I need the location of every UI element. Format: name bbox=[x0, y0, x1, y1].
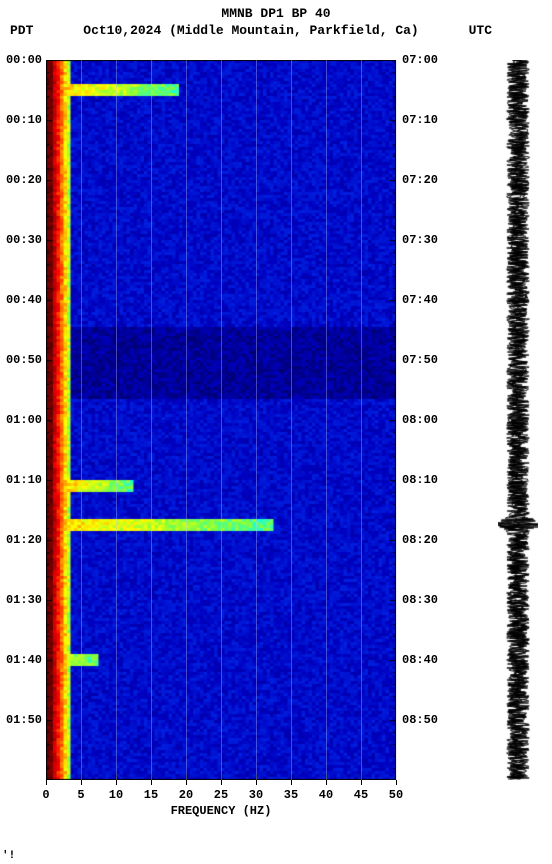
xtick-mark bbox=[326, 780, 327, 785]
xtick-label: 40 bbox=[319, 788, 333, 802]
xtick-mark bbox=[116, 780, 117, 785]
xtick-label: 25 bbox=[214, 788, 228, 802]
xtick-label: 50 bbox=[389, 788, 403, 802]
ytick-left: 00:50 bbox=[0, 353, 46, 367]
xtick-label: 10 bbox=[109, 788, 123, 802]
xtick-label: 35 bbox=[284, 788, 298, 802]
gridline-v bbox=[291, 60, 292, 780]
x-axis-label: FREQUENCY (HZ) bbox=[46, 804, 396, 818]
right-tz: UTC bbox=[469, 23, 492, 38]
ytick-right: 08:30 bbox=[396, 593, 446, 607]
seismogram-canvas bbox=[498, 60, 538, 780]
ytick-left: 00:20 bbox=[0, 173, 46, 187]
gridline-v bbox=[81, 60, 82, 780]
gridline-v bbox=[186, 60, 187, 780]
header-row: PDT Oct10,2024 (Middle Mountain, Parkfie… bbox=[0, 21, 552, 40]
xtick-mark bbox=[151, 780, 152, 785]
chart-title: MMNB DP1 BP 40 bbox=[221, 6, 330, 21]
ytick-right: 08:00 bbox=[396, 413, 446, 427]
xtick-mark bbox=[46, 780, 47, 785]
y-axis-left: 00:0000:1000:2000:3000:4000:5001:0001:10… bbox=[0, 60, 46, 780]
ytick-right: 07:00 bbox=[396, 53, 446, 67]
ytick-left: 01:30 bbox=[0, 593, 46, 607]
xtick-label: 30 bbox=[249, 788, 263, 802]
gridline-v bbox=[361, 60, 362, 780]
ytick-right: 07:50 bbox=[396, 353, 446, 367]
xtick-mark bbox=[396, 780, 397, 785]
seismogram-panel bbox=[498, 60, 538, 780]
ytick-right: 07:30 bbox=[396, 233, 446, 247]
ytick-right: 07:10 bbox=[396, 113, 446, 127]
ytick-left: 01:20 bbox=[0, 533, 46, 547]
ytick-left: 01:10 bbox=[0, 473, 46, 487]
xtick-label: 5 bbox=[77, 788, 84, 802]
xtick-label: 20 bbox=[179, 788, 193, 802]
xtick-label: 0 bbox=[42, 788, 49, 802]
gridline-v bbox=[326, 60, 327, 780]
ytick-left: 00:40 bbox=[0, 293, 46, 307]
ytick-left: 01:50 bbox=[0, 713, 46, 727]
ytick-left: 00:10 bbox=[0, 113, 46, 127]
xtick-mark bbox=[361, 780, 362, 785]
xtick-mark bbox=[221, 780, 222, 785]
gridline-v bbox=[116, 60, 117, 780]
ytick-right: 08:20 bbox=[396, 533, 446, 547]
xtick-label: 15 bbox=[144, 788, 158, 802]
gridline-v bbox=[151, 60, 152, 780]
x-axis: FREQUENCY (HZ) 05101520253035404550 bbox=[46, 780, 396, 830]
left-tz: PDT bbox=[10, 23, 33, 38]
xtick-mark bbox=[81, 780, 82, 785]
date-loc: Oct10,2024 (Middle Mountain, Parkfield, … bbox=[83, 23, 418, 38]
ytick-left: 00:30 bbox=[0, 233, 46, 247]
corner-glyph: '! bbox=[2, 850, 15, 862]
y-axis-right: 07:0007:1007:2007:3007:4007:5008:0008:10… bbox=[396, 60, 446, 780]
ytick-left: 01:40 bbox=[0, 653, 46, 667]
ytick-right: 08:50 bbox=[396, 713, 446, 727]
xtick-label: 45 bbox=[354, 788, 368, 802]
ytick-right: 07:40 bbox=[396, 293, 446, 307]
ytick-right: 08:10 bbox=[396, 473, 446, 487]
ytick-right: 08:40 bbox=[396, 653, 446, 667]
xtick-mark bbox=[186, 780, 187, 785]
ytick-right: 07:20 bbox=[396, 173, 446, 187]
ytick-left: 00:00 bbox=[0, 53, 46, 67]
xtick-mark bbox=[291, 780, 292, 785]
gridline-v bbox=[221, 60, 222, 780]
gridline-v bbox=[256, 60, 257, 780]
xtick-mark bbox=[256, 780, 257, 785]
ytick-left: 01:00 bbox=[0, 413, 46, 427]
spectrogram-plot bbox=[46, 60, 396, 780]
